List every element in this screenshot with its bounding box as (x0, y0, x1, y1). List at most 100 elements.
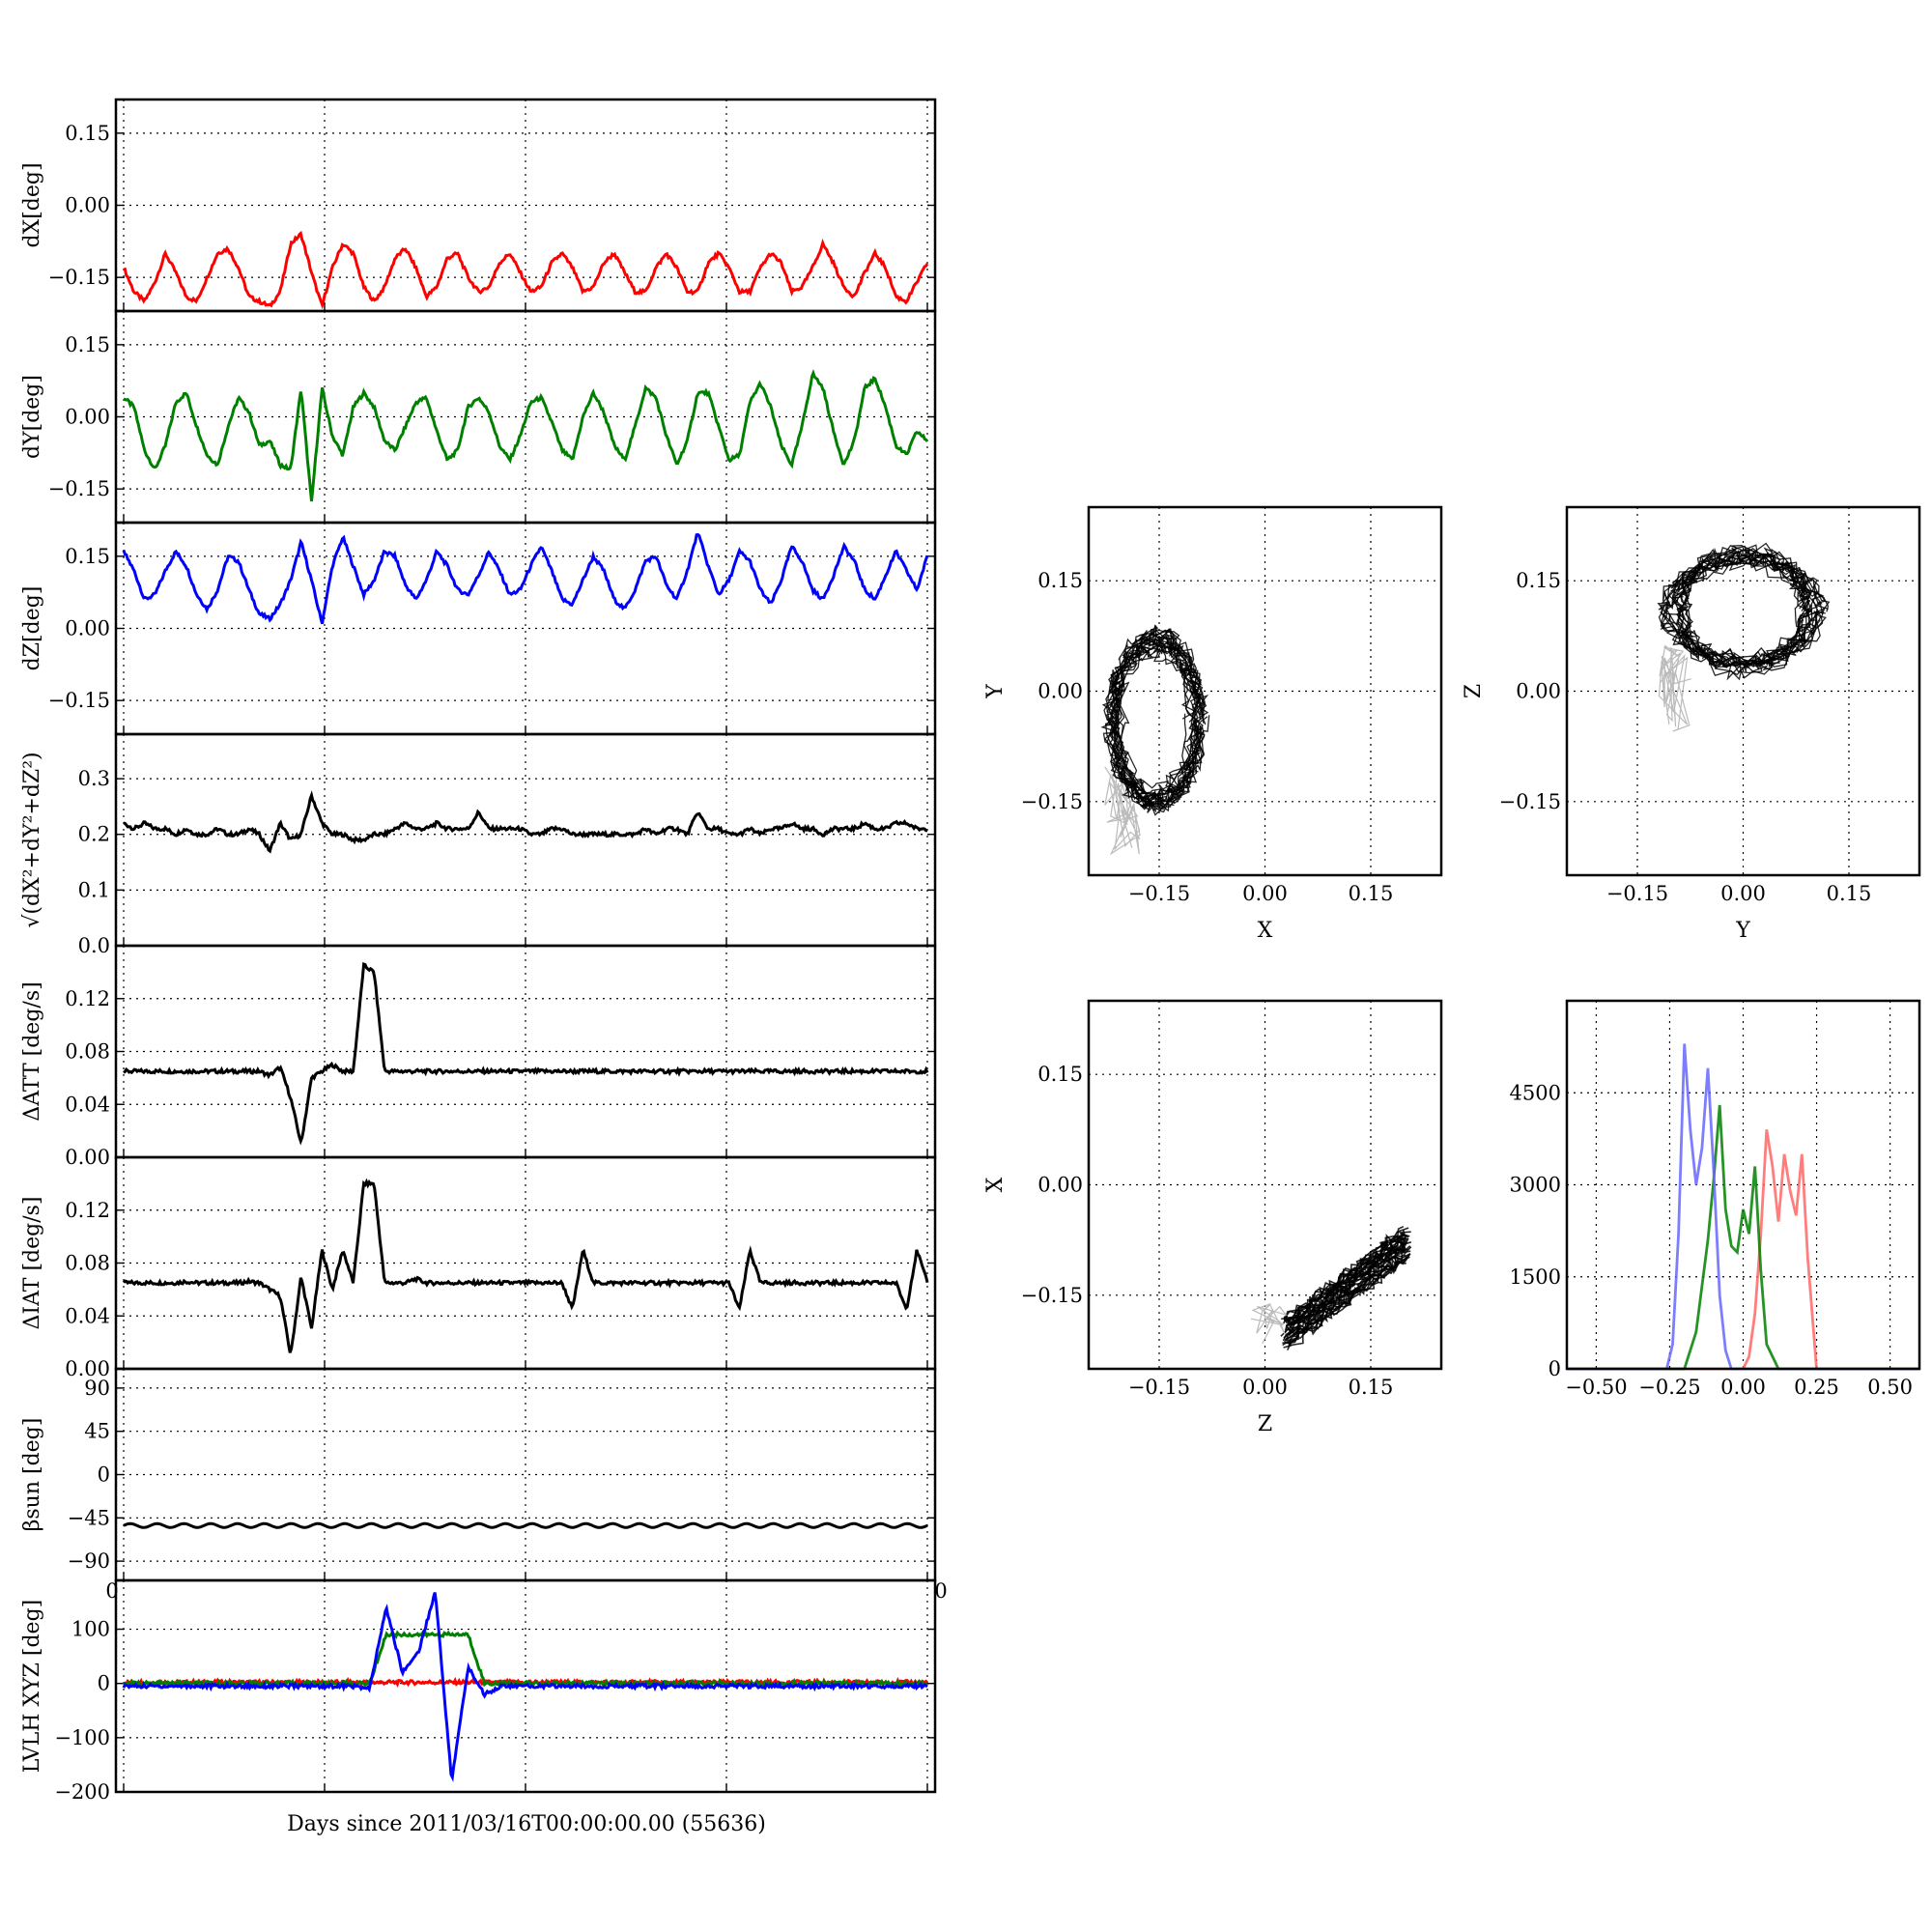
scatter-loop (1662, 554, 1825, 666)
y-tick-label: 0.15 (1516, 569, 1561, 592)
y-tick-label: −0.15 (1021, 790, 1083, 813)
y-axis-label: Y (983, 684, 1008, 699)
x-axis-label: Y (1735, 919, 1750, 943)
y-tick-label: 0 (98, 1672, 110, 1695)
y-tick-label: 0.12 (65, 987, 110, 1010)
scatter-loop (1680, 542, 1807, 681)
axes-frame (1565, 505, 1921, 877)
scatter-loop (1106, 634, 1204, 809)
series-line-lvlh (122, 1630, 928, 1690)
y-tick-label: −0.15 (48, 689, 110, 712)
x-tick-label: 0.00 (1242, 1376, 1288, 1399)
y-tick-label: 0.00 (65, 1146, 110, 1169)
y-tick-label: −200 (54, 1780, 110, 1804)
x-tick-label: −0.25 (1638, 1376, 1700, 1399)
axes-frame (1565, 999, 1921, 1371)
y-tick-label: 0.3 (78, 767, 110, 790)
x-axis-label: Z (1258, 1412, 1272, 1436)
y-tick-label: 0.1 (78, 878, 110, 901)
x-tick-label: 0.15 (1827, 882, 1872, 905)
y-tick-label: 3000 (1510, 1174, 1561, 1197)
x-tick-label: −0.15 (1606, 882, 1668, 905)
histogram-line (1567, 1104, 1919, 1371)
x-tick-label: 0 (934, 1579, 947, 1603)
y-tick-label: 0.15 (65, 333, 110, 356)
scatter-band-line (1285, 1252, 1411, 1341)
panel-diat: 0.12 0.08 0.04 0.00 ΔIAT [deg/s] (20, 1155, 937, 1380)
x-tick-label: 0.15 (1349, 1376, 1394, 1399)
panel-histogram: −0.50 −0.25 0.00 0.25 0.50 4500 3000 1500 0 (1510, 999, 1921, 1399)
histogram-line (1567, 1129, 1919, 1371)
y-tick-label: −0.15 (1021, 1284, 1083, 1307)
x-tick-label: 0.15 (1349, 882, 1394, 905)
y-axis-label: ΔATT [deg/s] (20, 981, 44, 1121)
y-axis-label: X (983, 1177, 1008, 1192)
y-tick-label: 90 (84, 1377, 110, 1400)
y-tick-label: 0.08 (65, 1040, 110, 1064)
series-line-lvlh (122, 1592, 928, 1782)
scatter-trail (1250, 1303, 1288, 1345)
x-tick-label: 0.00 (1720, 882, 1766, 905)
y-tick-label: −100 (54, 1726, 110, 1749)
x-tick-label: −0.15 (1128, 882, 1190, 905)
y-tick-label: 0.0 (78, 934, 110, 957)
x-tick-label: −0.15 (1128, 1376, 1190, 1399)
y-axis-label: dY[deg] (20, 375, 44, 459)
panel-scatter-ZX: −0.15 0.00 0.15 0.15 0.00 −0.15 Z X (983, 999, 1443, 1436)
y-tick-label: 0.00 (1516, 680, 1561, 703)
y-axis-label: dX[deg] (20, 162, 44, 247)
scatter-band-line (1284, 1261, 1406, 1347)
series-line-beta (123, 1521, 928, 1529)
scatter-loop (1109, 647, 1204, 789)
figure-x-axis-label: Days since 2011/03/16T00:00:00.00 (55636… (287, 1812, 766, 1836)
y-tick-label: 0.2 (78, 823, 110, 846)
scatter-loop (1675, 545, 1819, 672)
scatter-points (1657, 542, 1831, 732)
y-tick-label: 0.08 (65, 1252, 110, 1275)
x-tick-label: 0.50 (1867, 1376, 1913, 1399)
scatter-loop (1675, 554, 1811, 668)
scatter-band-line (1285, 1235, 1407, 1326)
panel-scatter-YZ: −0.15 0.00 0.15 0.15 0.00 −0.15 Y Z (1462, 505, 1921, 943)
y-axis-label: Z (1462, 684, 1486, 698)
y-tick-label: 4500 (1510, 1081, 1561, 1104)
y-tick-label: −90 (68, 1549, 110, 1573)
y-tick-label: −0.15 (48, 266, 110, 289)
y-axis-label: ΔIAT [deg/s] (20, 1197, 44, 1330)
y-tick-label: 0.00 (65, 194, 110, 217)
axes-frame (1087, 505, 1443, 877)
y-tick-label: 0.15 (65, 122, 110, 145)
y-axis-label: LVLH XYZ [deg] (20, 1600, 44, 1774)
series-line-dZ (122, 532, 929, 625)
y-tick-label: 0.00 (1037, 680, 1083, 703)
series-line-dX (123, 230, 929, 310)
axes-frame (1087, 999, 1443, 1371)
y-axis-label: √(dX²+dY²+dZ²) (20, 752, 44, 927)
scatter-band-line (1283, 1230, 1406, 1324)
y-tick-label: 0.15 (1037, 569, 1083, 592)
panel-norm: 0.3 0.2 0.1 0.0 √(dX²+dY²+dZ²) (20, 732, 937, 957)
scatter-loop (1110, 628, 1208, 810)
y-tick-label: 0 (1548, 1357, 1561, 1380)
y-tick-label: 0.04 (65, 1093, 110, 1116)
scatter-points (1250, 1225, 1412, 1350)
y-tick-label: −45 (68, 1506, 110, 1529)
panel-datt: 0.12 0.08 0.04 0.00 ΔATT [deg/s] (20, 944, 937, 1169)
scatter-trail (1104, 765, 1141, 856)
scatter-loop (1112, 637, 1198, 802)
y-tick-label: 0.04 (65, 1304, 110, 1327)
scatter-loop (1677, 551, 1805, 668)
y-tick-label: −0.15 (1499, 790, 1561, 813)
series-line-dY (123, 369, 929, 502)
axes-frame (114, 732, 937, 948)
x-tick-label: 0.00 (1242, 882, 1288, 905)
scatter-band-line (1282, 1245, 1405, 1342)
x-axis-label: X (1258, 919, 1273, 943)
y-axis-label: βsun [deg] (20, 1418, 44, 1532)
y-tick-label: 0 (98, 1463, 110, 1487)
y-tick-label: 1500 (1510, 1265, 1561, 1289)
axes-frame (114, 1578, 937, 1794)
